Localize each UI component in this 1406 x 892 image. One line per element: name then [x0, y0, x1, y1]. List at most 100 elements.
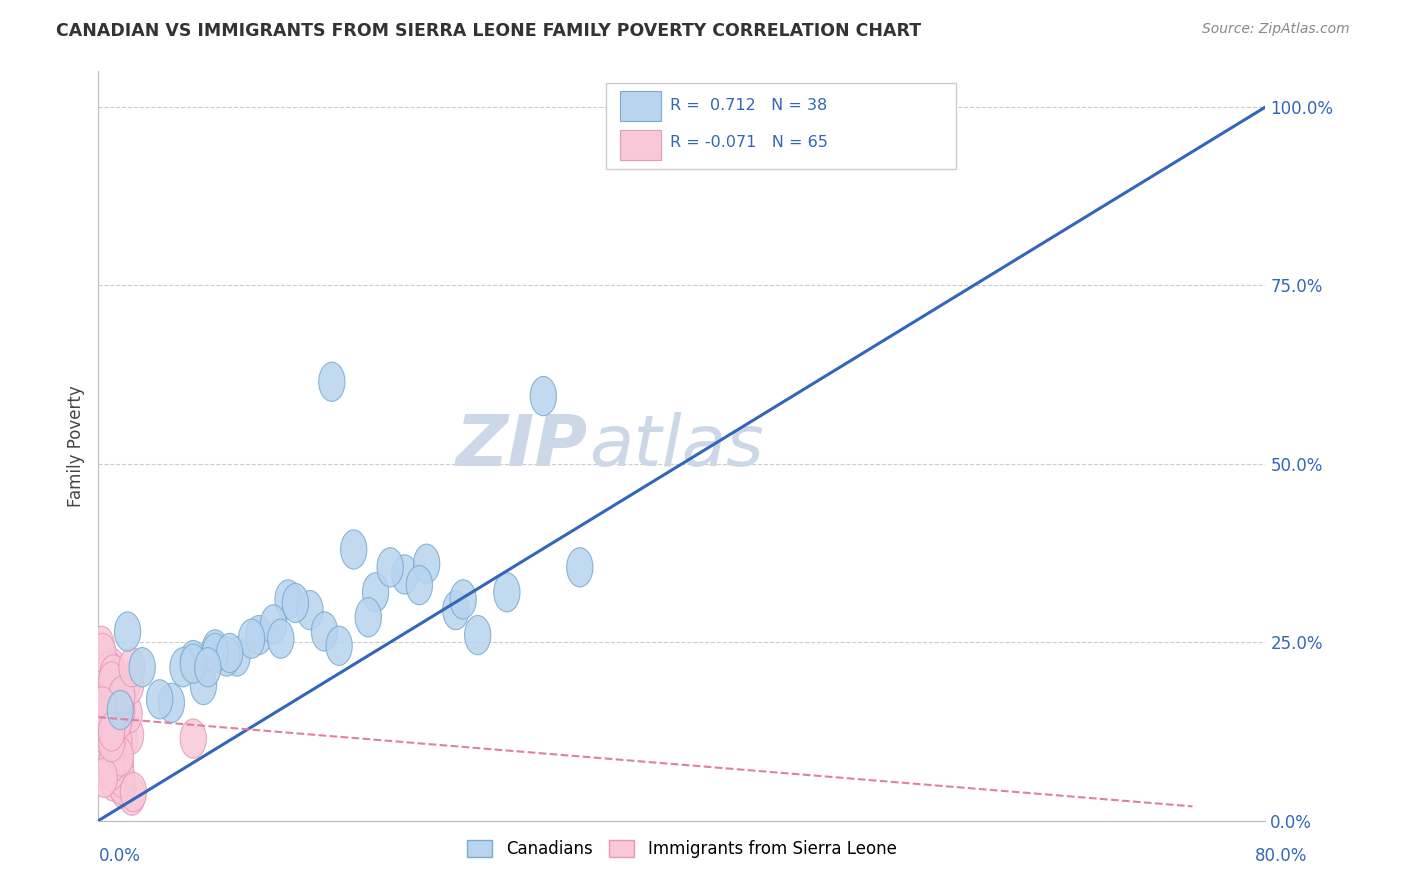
- Ellipse shape: [108, 698, 135, 737]
- Ellipse shape: [90, 651, 115, 690]
- Bar: [620, 91, 661, 121]
- Ellipse shape: [406, 566, 433, 605]
- Ellipse shape: [180, 640, 207, 680]
- Ellipse shape: [110, 769, 136, 808]
- Ellipse shape: [319, 362, 344, 401]
- Ellipse shape: [107, 690, 134, 730]
- Ellipse shape: [377, 548, 404, 587]
- Text: 0.0%: 0.0%: [98, 847, 141, 865]
- Ellipse shape: [91, 737, 117, 776]
- Ellipse shape: [100, 669, 127, 708]
- Ellipse shape: [89, 737, 114, 776]
- Ellipse shape: [105, 687, 132, 726]
- Ellipse shape: [97, 680, 124, 719]
- Ellipse shape: [98, 648, 125, 687]
- Ellipse shape: [105, 701, 132, 740]
- Ellipse shape: [117, 715, 143, 755]
- Ellipse shape: [100, 683, 127, 723]
- Ellipse shape: [464, 615, 491, 655]
- Ellipse shape: [443, 591, 470, 630]
- Ellipse shape: [98, 662, 125, 701]
- Ellipse shape: [413, 544, 440, 583]
- Ellipse shape: [180, 644, 207, 683]
- Ellipse shape: [217, 633, 243, 673]
- Ellipse shape: [100, 655, 127, 694]
- Ellipse shape: [340, 530, 367, 569]
- Ellipse shape: [98, 744, 125, 783]
- Ellipse shape: [450, 580, 477, 619]
- Ellipse shape: [114, 612, 141, 651]
- Ellipse shape: [90, 676, 115, 715]
- Ellipse shape: [120, 648, 145, 687]
- Ellipse shape: [98, 712, 125, 751]
- Ellipse shape: [91, 758, 117, 797]
- Ellipse shape: [98, 662, 125, 701]
- Ellipse shape: [98, 687, 125, 726]
- Ellipse shape: [101, 723, 128, 762]
- Ellipse shape: [89, 626, 114, 665]
- Ellipse shape: [567, 548, 593, 587]
- Ellipse shape: [90, 698, 115, 737]
- Ellipse shape: [108, 765, 135, 805]
- Ellipse shape: [224, 637, 250, 676]
- Ellipse shape: [105, 687, 132, 726]
- Ellipse shape: [159, 683, 184, 723]
- Ellipse shape: [356, 598, 381, 637]
- Ellipse shape: [202, 630, 228, 669]
- Ellipse shape: [93, 715, 120, 755]
- Ellipse shape: [91, 683, 117, 723]
- Ellipse shape: [276, 580, 301, 619]
- Ellipse shape: [107, 737, 134, 776]
- Ellipse shape: [90, 747, 115, 787]
- Ellipse shape: [190, 665, 217, 705]
- Ellipse shape: [267, 619, 294, 658]
- Ellipse shape: [97, 651, 124, 690]
- Y-axis label: Family Poverty: Family Poverty: [66, 385, 84, 507]
- Ellipse shape: [98, 744, 125, 783]
- Text: R =  0.712   N = 38: R = 0.712 N = 38: [671, 98, 828, 113]
- Ellipse shape: [146, 680, 173, 719]
- Ellipse shape: [100, 762, 127, 801]
- Ellipse shape: [121, 772, 146, 812]
- Ellipse shape: [91, 733, 117, 772]
- Ellipse shape: [108, 690, 135, 730]
- Ellipse shape: [103, 708, 129, 747]
- Ellipse shape: [91, 662, 117, 701]
- Ellipse shape: [108, 676, 135, 715]
- Ellipse shape: [297, 591, 323, 630]
- Ellipse shape: [90, 633, 115, 673]
- Ellipse shape: [194, 648, 221, 687]
- Ellipse shape: [363, 573, 388, 612]
- Ellipse shape: [97, 715, 124, 755]
- Ellipse shape: [117, 665, 143, 705]
- Ellipse shape: [90, 687, 115, 726]
- Ellipse shape: [246, 615, 271, 655]
- Ellipse shape: [94, 690, 121, 730]
- Text: CANADIAN VS IMMIGRANTS FROM SIERRA LEONE FAMILY POVERTY CORRELATION CHART: CANADIAN VS IMMIGRANTS FROM SIERRA LEONE…: [56, 22, 921, 40]
- Ellipse shape: [100, 730, 127, 769]
- Ellipse shape: [283, 583, 308, 623]
- Ellipse shape: [494, 573, 520, 612]
- Ellipse shape: [115, 694, 142, 733]
- Ellipse shape: [105, 758, 132, 797]
- Ellipse shape: [108, 758, 135, 797]
- Ellipse shape: [98, 723, 125, 762]
- Ellipse shape: [94, 676, 121, 715]
- Ellipse shape: [90, 669, 115, 708]
- Ellipse shape: [202, 633, 228, 673]
- Ellipse shape: [392, 555, 418, 594]
- Text: 80.0%: 80.0%: [1256, 847, 1308, 865]
- Text: atlas: atlas: [589, 411, 763, 481]
- Ellipse shape: [98, 751, 125, 790]
- Ellipse shape: [93, 701, 120, 740]
- Ellipse shape: [129, 648, 155, 687]
- Bar: [620, 130, 661, 161]
- Ellipse shape: [214, 637, 240, 676]
- Ellipse shape: [100, 730, 127, 769]
- Ellipse shape: [180, 719, 207, 758]
- Ellipse shape: [93, 690, 120, 730]
- Ellipse shape: [91, 701, 117, 740]
- Ellipse shape: [170, 648, 197, 687]
- Ellipse shape: [104, 708, 131, 747]
- Ellipse shape: [114, 662, 141, 701]
